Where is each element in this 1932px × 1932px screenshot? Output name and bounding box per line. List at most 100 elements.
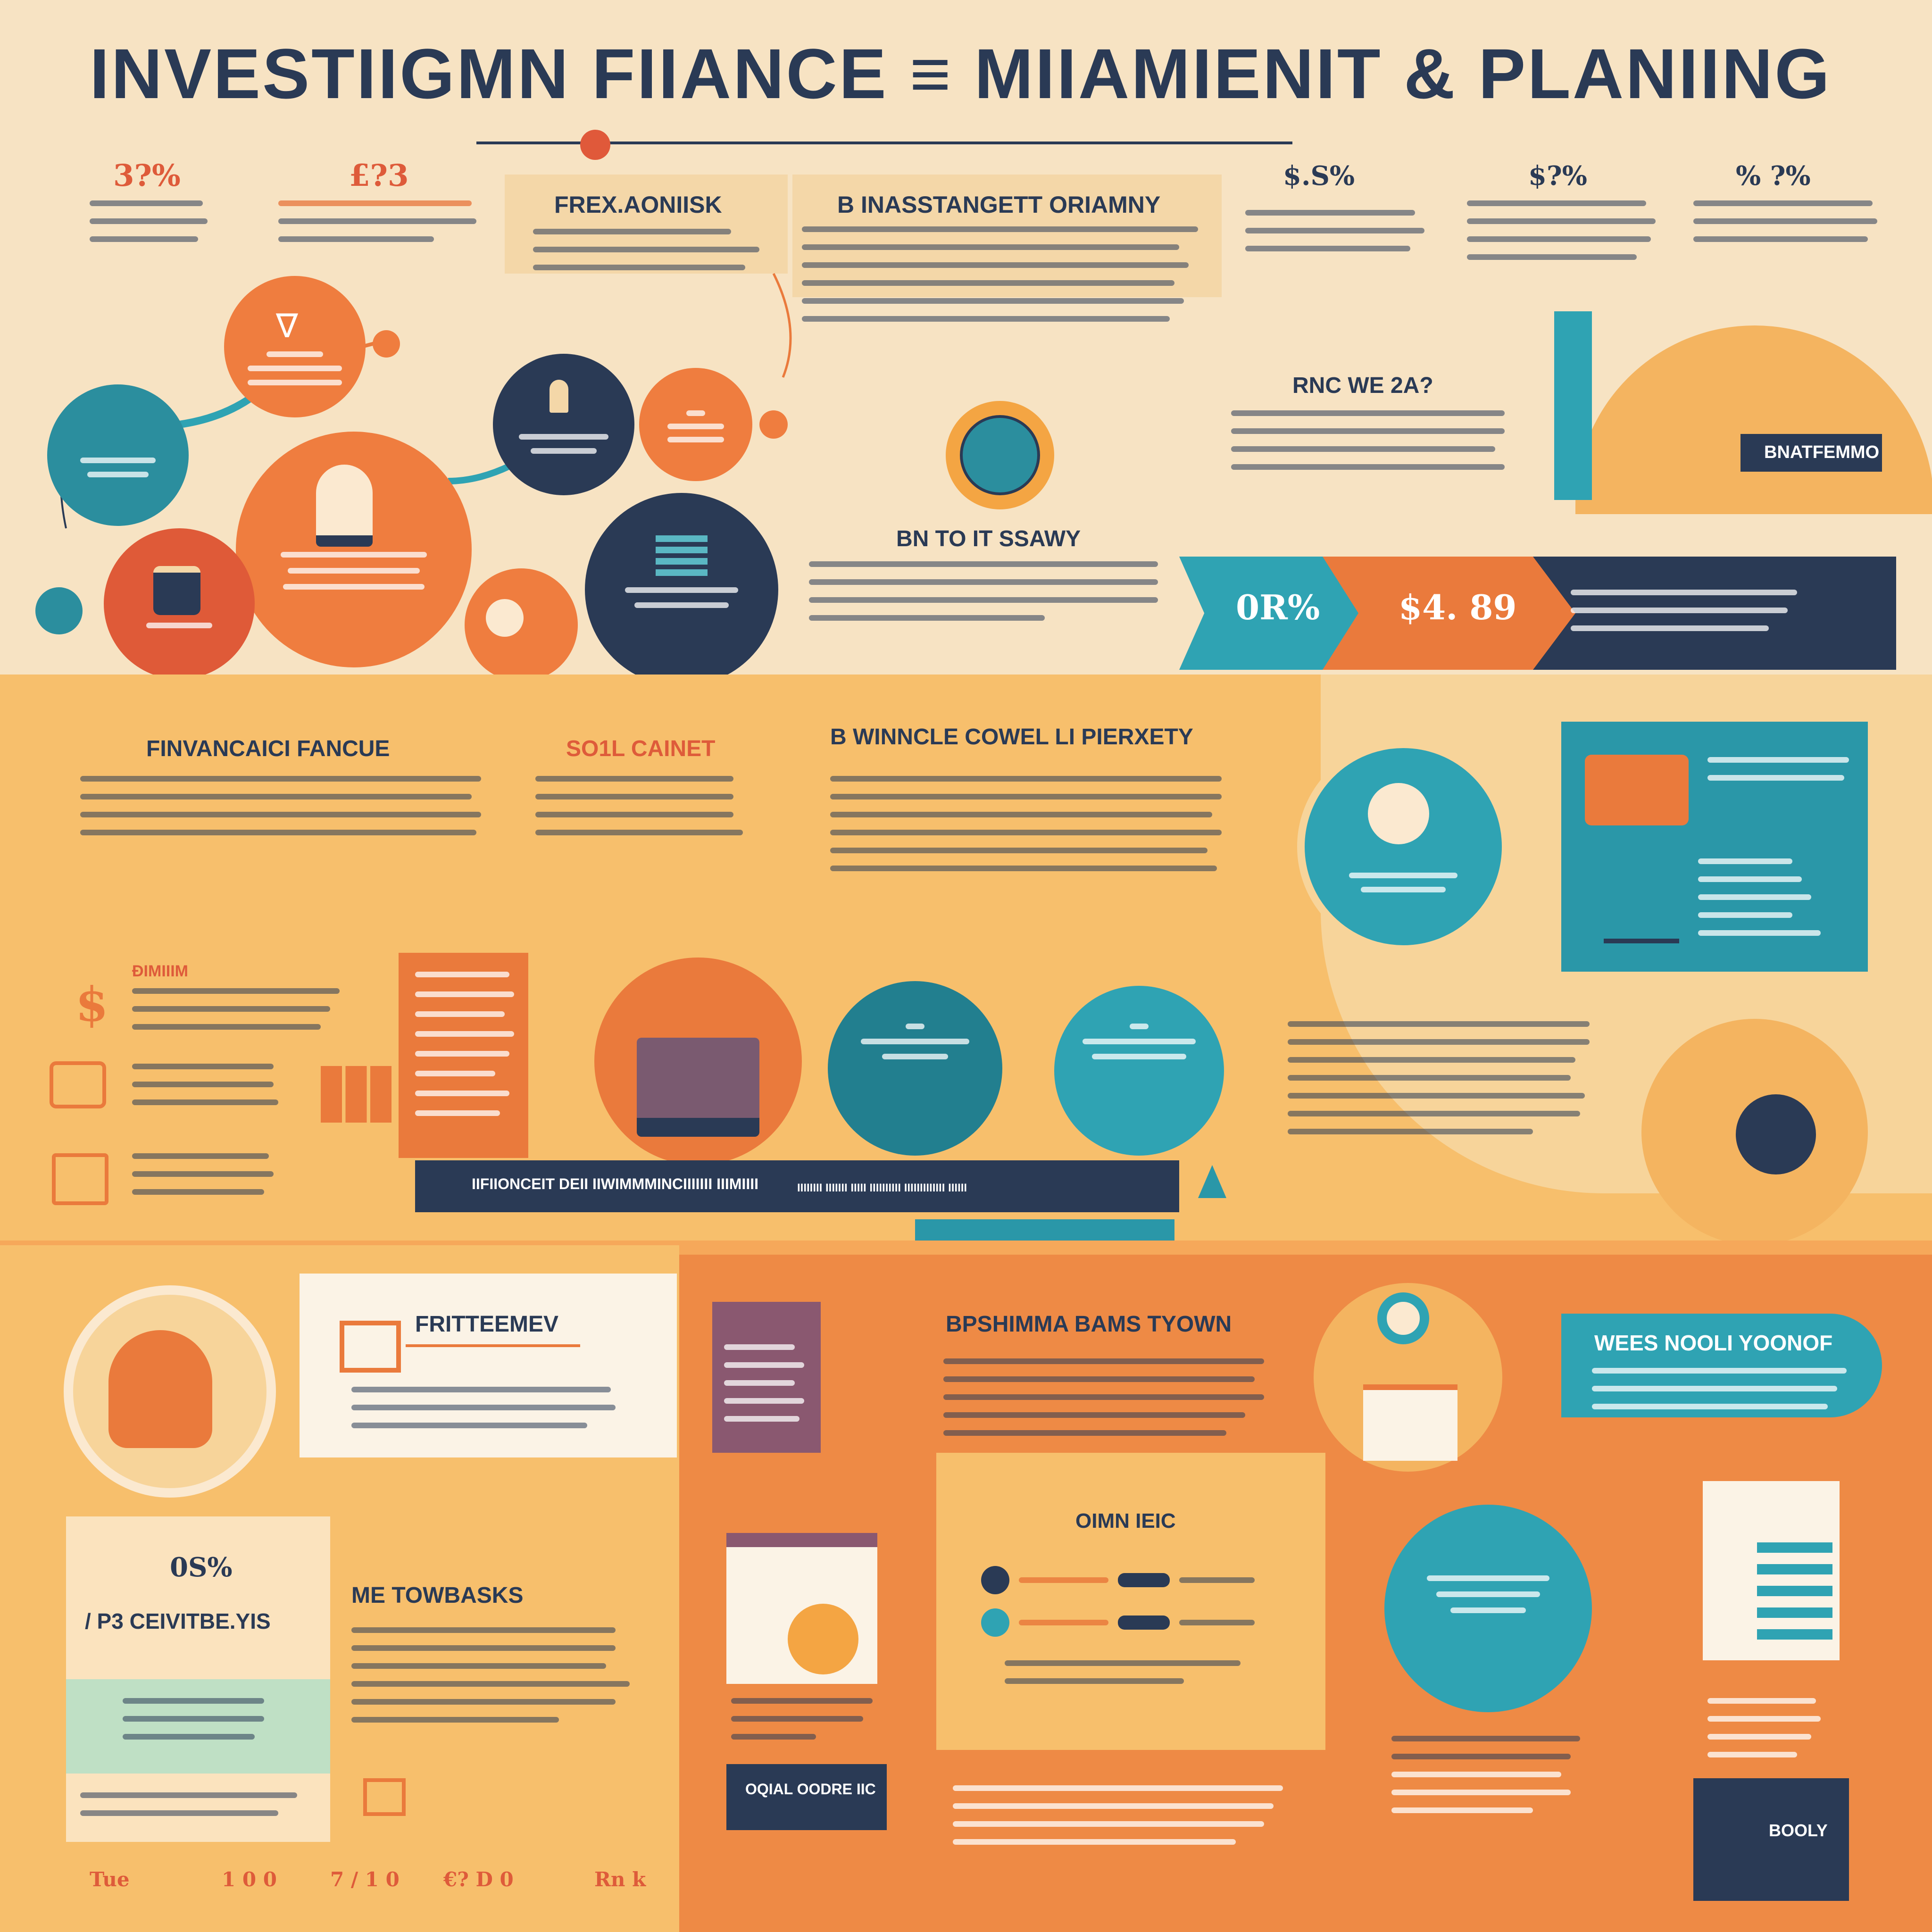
right-tag-label: BNATFEMMO: [1764, 442, 1880, 462]
bubble-dot-small: [373, 330, 400, 358]
stat-left-2: £?3: [349, 158, 409, 193]
globe-icon: [960, 415, 1040, 495]
navy-button[interactable]: [726, 1764, 887, 1830]
bubble-orange-small-label: [660, 410, 731, 442]
center-panel: [936, 1453, 1325, 1750]
house-icon: [363, 1778, 406, 1816]
footer-stat-5: Rn k: [594, 1868, 646, 1891]
bubble-red-label: [146, 623, 217, 628]
right-col-text: [1707, 1698, 1821, 1757]
teal-bubble-2-label: [854, 1024, 976, 1059]
teal-banner: [1561, 1314, 1882, 1417]
coin-badge-icon: [1736, 1094, 1816, 1174]
stat-right-3: % ?%: [1736, 160, 1811, 192]
ribbon-navy: [415, 1160, 1179, 1212]
laptop-icon: [637, 1038, 759, 1137]
center-panel-title: OIMN IEIC: [1075, 1509, 1176, 1532]
stat-card-mint: [66, 1679, 330, 1774]
receipt-icon: [52, 1153, 108, 1205]
arrow-band-pct: 0R%: [1236, 587, 1320, 627]
footer-stat-1: Tue: [90, 1868, 130, 1891]
stat-left-1-text: [90, 200, 212, 242]
bullet-1-text: [132, 988, 340, 1030]
bottom-mid-text: [943, 1358, 1264, 1436]
right-title: RNC WE 2A?: [1292, 373, 1433, 398]
arrow-band-text: [1571, 590, 1797, 631]
white-card-rule: [406, 1344, 580, 1347]
flag-teal: [1554, 311, 1592, 500]
col1-title: FINVANCAICI FANCUE: [146, 736, 390, 761]
footer-box-label: BOOLY: [1769, 1821, 1828, 1840]
mid-title: BN TO IT SSAWY: [896, 526, 1081, 551]
chart-doc-badge: [788, 1604, 858, 1674]
right-text: [1231, 410, 1505, 470]
bottom-mid-title: BPSHIMMA BAMS TYOWN: [946, 1312, 1232, 1337]
dollar-icon: $: [75, 976, 108, 1032]
calc-card-icon: [340, 1321, 401, 1373]
target-icon: [1377, 1292, 1429, 1344]
teal-bubble-2: [828, 981, 1002, 1156]
col2-title: SO1L CAINET: [566, 736, 716, 761]
pen-icon: ∇: [276, 307, 298, 345]
center-panel-row-2: [981, 1608, 1255, 1637]
person-icon: [316, 465, 373, 547]
mid-text: [809, 561, 1158, 621]
info-box-a: [505, 175, 788, 274]
teal-banner-title: WEES NOOLI YOONOF: [1594, 1331, 1833, 1355]
info-box-a-text: [533, 229, 759, 270]
bubble-orange-big-label: [278, 552, 429, 590]
title-dot: [580, 130, 610, 160]
white-card-title: FRITTEEMEV: [415, 1312, 559, 1337]
wallet-icon: [153, 566, 200, 615]
bullet-3-text: [132, 1153, 274, 1195]
col2-text: [535, 776, 743, 835]
bullet-title: ÐIMIIIM: [132, 962, 188, 980]
bubble-orange-top: [224, 276, 366, 417]
coin-icon: [486, 599, 524, 637]
arrow-band-amount: $4. 89: [1399, 587, 1517, 627]
stat-card-mint-text: [123, 1698, 264, 1740]
footer-stat-2: 1 0 0: [222, 1868, 277, 1891]
purple-card: [712, 1302, 821, 1453]
right-tag: [1740, 434, 1882, 472]
calculator-icon: [50, 1061, 106, 1108]
center-panel-row-1: [981, 1566, 1255, 1594]
page-title: INVESTIIGMN FIIANCE ≡ MIIAMIENIT & PLANI…: [90, 34, 1832, 113]
stat-right-2: $?%: [1528, 160, 1587, 192]
footer-box: [1693, 1778, 1849, 1901]
stat-right-2-text: [1467, 200, 1656, 260]
document-icon: [1363, 1384, 1457, 1461]
arrow-band-navy: [1528, 557, 1896, 670]
info-box-b-title: B INASSTANGETT ORIAMNY: [837, 192, 1161, 218]
ribbon-label-2: IIIIIIII IIIIIII IIIII IIIIIIIIII IIIIII…: [797, 1182, 967, 1194]
chef-icon: [1368, 783, 1429, 844]
me-text: [351, 1627, 630, 1723]
stat-card-footer-text: [80, 1792, 297, 1816]
chart-card-icon: [656, 535, 708, 578]
bubble-navy: [493, 354, 634, 495]
stat-left-1: 3?%: [113, 158, 181, 193]
white-card-text: [351, 1387, 616, 1428]
col1-text: [80, 776, 481, 835]
worker-icon: [1585, 755, 1689, 825]
bubble-navy-label: [512, 434, 616, 454]
teal-panel-text-2: [1698, 858, 1821, 936]
stat-card-value: 0S%: [170, 1552, 233, 1583]
teal-bubble-chef: [1297, 741, 1509, 953]
title-rule: [476, 142, 1292, 144]
stat-right-1: $.S%: [1283, 160, 1355, 192]
col3-text: [830, 776, 1222, 871]
ribbon-teal: [915, 1219, 1174, 1241]
left-col-text: [731, 1698, 873, 1740]
info-box-a-title: FREX.AONIISK: [554, 192, 722, 218]
bubble-dot-teal: [35, 587, 83, 634]
bullet-2-text: [132, 1064, 278, 1105]
teal-panel-text-1: [1707, 757, 1849, 781]
navy-button-label: OQIAL OODRE IIC: [745, 1781, 876, 1798]
bar-chart-icon: [321, 1066, 391, 1123]
stat-left-2-text: [278, 200, 476, 242]
bubble-dot-right: [759, 410, 788, 439]
teal-bubble-3-label: [1078, 1024, 1200, 1059]
info-box-b: [792, 175, 1222, 297]
rocket-icon: [550, 380, 568, 413]
